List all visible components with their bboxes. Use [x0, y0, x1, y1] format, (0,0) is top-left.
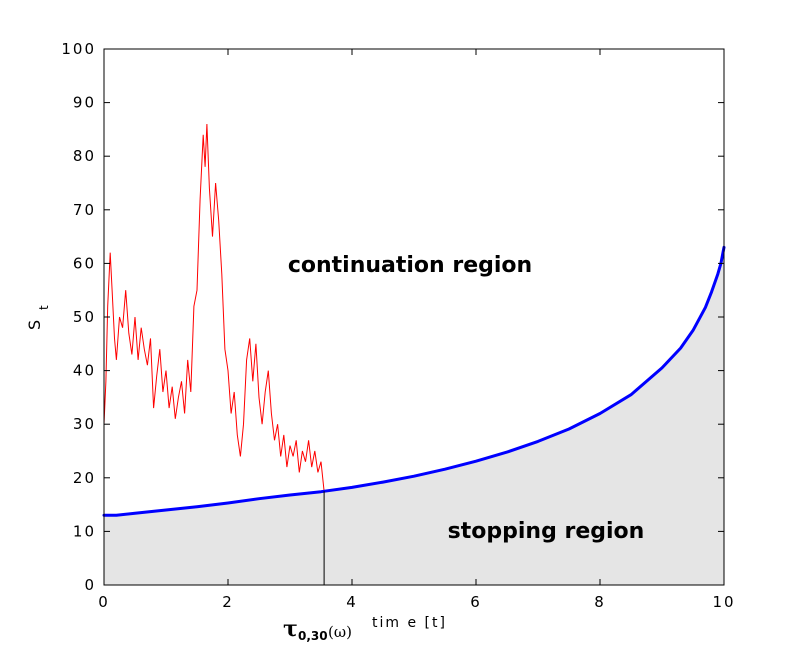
- boundary-curve-layer: [102, 245, 726, 517]
- y-tick-label: 90: [73, 94, 96, 112]
- y-tick-label: 10: [73, 522, 96, 540]
- x-tick-label: 10: [712, 593, 735, 611]
- stopping-time-label: τ 0,30 (ω): [283, 616, 352, 643]
- stopping-region-area: [104, 247, 724, 586]
- stopping-time-symbol: τ: [283, 616, 298, 642]
- y-tick-label: 0: [84, 576, 96, 594]
- y-tick-label: 30: [73, 415, 96, 433]
- sample-path-line: [103, 123, 325, 492]
- x-tick-label: 4: [346, 593, 358, 611]
- sample-path-layer: [103, 123, 325, 492]
- x-tick-label: 2: [222, 593, 234, 611]
- stopping-region-label: stopping region: [448, 519, 645, 544]
- x-tick-label: 6: [470, 593, 482, 611]
- x-axis-label: tim e [t]: [372, 615, 447, 631]
- stopping-region-fill: [104, 247, 724, 586]
- y-tick-label: 40: [73, 362, 96, 380]
- y-tick-label: 20: [73, 469, 96, 487]
- x-tick-label: 8: [594, 593, 606, 611]
- y-tick-label: 60: [73, 254, 96, 272]
- y-tick-label: 100: [61, 40, 96, 58]
- x-ticks: 0 2 4 6 8 10: [98, 49, 735, 611]
- y-tick-label: 80: [73, 147, 96, 165]
- y-tick-label: 70: [73, 201, 96, 219]
- y-axis-label-subscript: t: [37, 303, 51, 310]
- continuation-region-label: continuation region: [288, 253, 532, 278]
- x-tick-label: 0: [98, 593, 110, 611]
- stopping-time-arg: (ω): [328, 623, 352, 641]
- y-ticks: 0 10 20 30 40 50 60 70 80 90 100: [61, 40, 724, 594]
- boundary-line: [102, 245, 726, 517]
- y-axis-label: S t: [25, 303, 51, 330]
- stopping-time-subscript: 0,30: [298, 629, 328, 643]
- y-axis-label-main: S: [25, 318, 44, 330]
- y-tick-label: 50: [73, 308, 96, 326]
